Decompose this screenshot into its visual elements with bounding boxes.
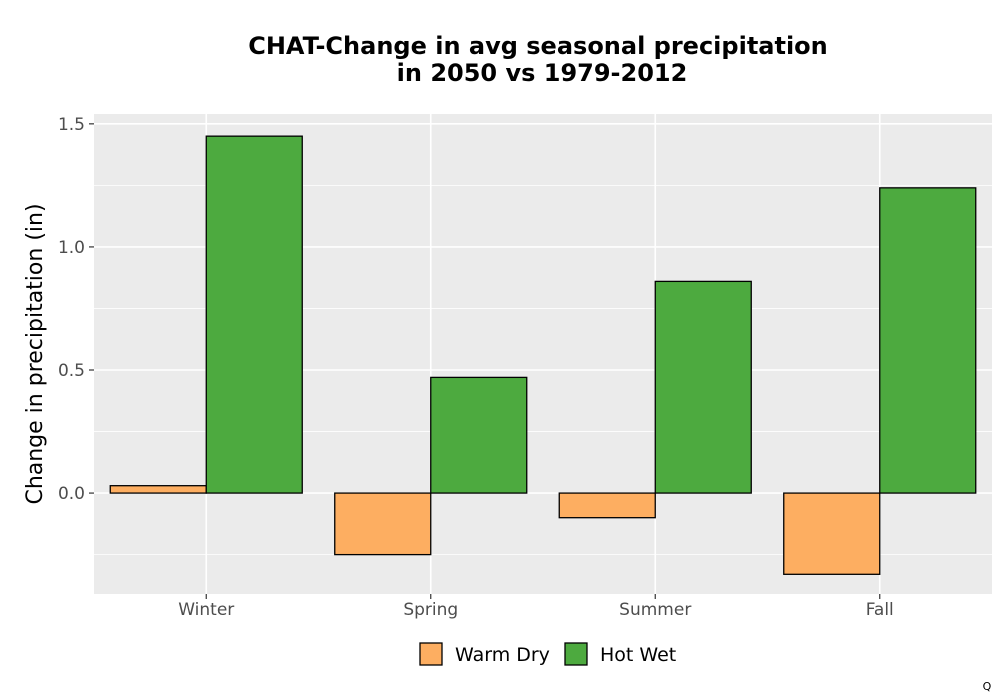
legend-swatch-warm-dry <box>419 642 443 666</box>
y-tick-label: 1.0 <box>58 238 85 258</box>
legend-swatch-hot-wet <box>564 642 588 666</box>
bar-warm-dry-summer <box>558 492 656 519</box>
legend-label-hot-wet: Hot Wet <box>600 644 676 666</box>
x-tick-label-fall: Fall <box>866 600 894 620</box>
bars <box>109 135 977 575</box>
chart-subtitle: in 2050 vs 1979-2012 <box>397 59 688 87</box>
bar-warm-dry-spring <box>334 492 432 556</box>
y-axis-label: Change in precipitation (in) <box>23 203 48 504</box>
y-tick-label: 0.5 <box>58 361 85 381</box>
bar-hot-wet-winter <box>205 135 303 494</box>
legend: Warm Dry Hot Wet <box>419 642 676 666</box>
bar-warm-dry-winter <box>109 485 207 494</box>
x-tick-label-summer: Summer <box>619 600 691 620</box>
corner-mark: Q <box>983 680 992 693</box>
y-tick-label: 0.0 <box>58 484 85 504</box>
bar-hot-wet-summer <box>654 280 752 494</box>
axes: 0.0 0.5 1.0 1.5 Winter Spring Summer Fall <box>58 115 894 620</box>
bar-hot-wet-spring <box>430 376 528 494</box>
chart-title: CHAT-Change in avg seasonal precipitatio… <box>248 32 828 60</box>
legend-label-warm-dry: Warm Dry <box>455 644 550 666</box>
y-tick-label: 1.5 <box>58 115 85 135</box>
x-tick-label-spring: Spring <box>403 600 458 620</box>
bar-warm-dry-fall <box>783 492 881 575</box>
x-tick-label-winter: Winter <box>178 600 234 620</box>
bar-hot-wet-fall <box>879 187 977 494</box>
